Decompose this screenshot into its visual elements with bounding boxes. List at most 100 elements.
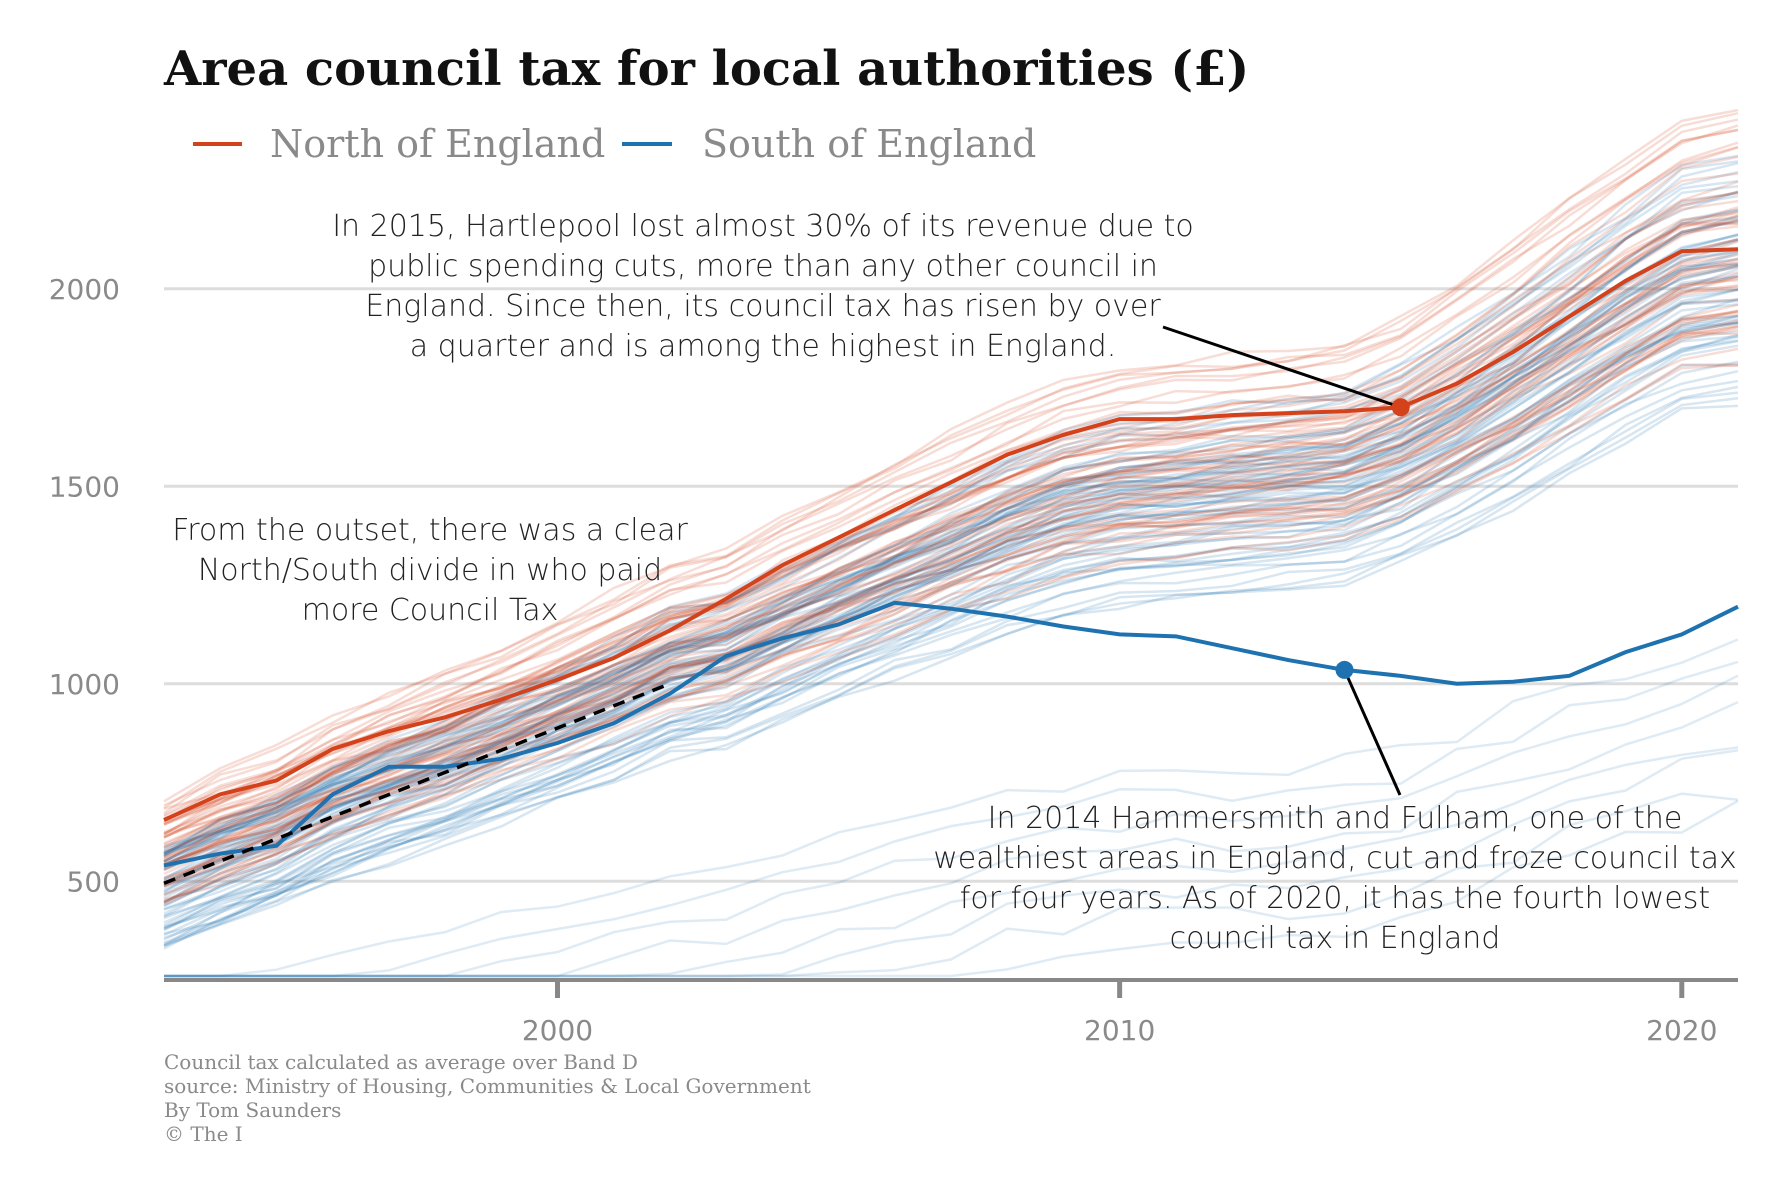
background-council-line — [163, 108, 1739, 803]
annotations: In 2015, Hartlepool lost almost 30% of i… — [172, 209, 1737, 956]
background-council-line — [163, 298, 1739, 866]
series-line-north-south-divide-trend — [163, 682, 671, 885]
background-council-line — [163, 309, 1739, 866]
background-council-line — [163, 391, 1739, 930]
background-council-line — [163, 233, 1739, 864]
background-council-line — [163, 184, 1739, 862]
footer-line-1: Council tax calculated as average over B… — [164, 1050, 638, 1074]
y-tick-label: 1000 — [49, 668, 120, 701]
background-council-line — [163, 267, 1739, 905]
background-council-line — [163, 347, 1739, 885]
background-council-line — [163, 315, 1739, 930]
background-council-line — [163, 333, 1739, 944]
background-council-line — [164, 674, 1739, 978]
series-line-hammersmith-and-fulham — [163, 600, 1739, 868]
annotation-hartlepool-line: public spending cuts, more than any othe… — [368, 249, 1158, 284]
background-council-line — [163, 298, 1739, 835]
background-council-line — [163, 225, 1739, 820]
background-council-line — [163, 299, 1739, 850]
background-council-line — [163, 155, 1739, 864]
background-council-line — [163, 310, 1739, 867]
background-council-line — [163, 325, 1739, 872]
annotation-hartlepool-pointer — [1162, 325, 1402, 409]
background-council-line — [163, 271, 1739, 886]
background-council-line — [163, 238, 1739, 855]
background-council-line — [164, 746, 1739, 978]
background-council-line — [163, 322, 1739, 858]
background-council-line — [163, 258, 1739, 859]
background-council-line — [164, 638, 1739, 978]
background-council-line — [163, 179, 1739, 856]
background-council-line — [163, 194, 1739, 900]
footer: Council tax calculated as average over B… — [164, 1050, 811, 1146]
background-council-line — [163, 192, 1739, 858]
legend-label-south: South of England — [702, 122, 1036, 166]
hammersmith-marker — [1335, 660, 1354, 679]
background-council-line — [164, 749, 1739, 978]
background-council-line — [163, 161, 1739, 863]
background-council-line — [163, 252, 1739, 856]
background-council-line — [163, 111, 1739, 823]
background-council-line — [163, 232, 1739, 856]
background-council-line — [163, 250, 1739, 867]
background-council-line — [163, 219, 1739, 885]
background-council-line — [163, 190, 1739, 855]
background-council-line — [163, 325, 1739, 888]
background-council-line — [163, 369, 1739, 929]
background-council-line — [163, 275, 1739, 811]
background-council-line — [163, 222, 1739, 818]
background-council-line — [163, 239, 1739, 918]
background-council-line — [163, 217, 1739, 866]
background-council-line — [163, 238, 1739, 839]
background-council-line — [163, 199, 1739, 849]
background-council-line — [163, 288, 1739, 881]
gridlines: 500 1000 1500 2000 — [49, 273, 1738, 898]
annotation-hammersmith-line: In 2014 Hammersmith and Fulham, one of t… — [988, 801, 1683, 836]
background-council-line — [164, 700, 1739, 978]
x-axis: 2000 2010 2020 — [164, 978, 1738, 1047]
background-council-line — [163, 344, 1739, 946]
background-council-line — [163, 257, 1739, 852]
background-council-line — [163, 214, 1739, 835]
background-council-line — [163, 250, 1739, 907]
legend-label-north: North of England — [270, 122, 605, 166]
background-council-line — [163, 309, 1739, 854]
background-council-line — [163, 216, 1739, 920]
x-tick-label: 2010 — [1084, 1014, 1155, 1047]
annotation-hartlepool-line: a quarter and is among the highest in En… — [410, 329, 1116, 364]
background-council-line — [163, 211, 1739, 836]
annotation-hammersmith-pointer — [1343, 669, 1402, 796]
background-council-line — [163, 180, 1739, 817]
annotation-divide-line: From the outset, there was a clear — [172, 513, 688, 548]
background-council-line — [163, 320, 1739, 897]
background-council-line — [163, 264, 1739, 854]
background-council-line — [163, 172, 1739, 852]
x-tick-label: 2020 — [1646, 1014, 1717, 1047]
background-council-line — [163, 362, 1739, 918]
background-council-line — [163, 218, 1739, 861]
footer-line-3: By Tom Saunders — [164, 1098, 341, 1122]
series-lines — [163, 247, 1739, 885]
background-council-line — [163, 321, 1739, 927]
background-council-line — [163, 285, 1739, 863]
annotation-divide-line: North/South divide in who paid — [198, 553, 662, 588]
background-council-line — [163, 191, 1739, 824]
background-council-line — [163, 237, 1739, 896]
background-council-line — [163, 328, 1739, 903]
background-council-line — [164, 660, 1739, 978]
background-council-line — [163, 379, 1739, 930]
background-council-line — [163, 275, 1739, 839]
background-council-line — [163, 145, 1739, 826]
background-council-line — [163, 215, 1739, 894]
chart-title: Area council tax for local authorities (… — [163, 41, 1249, 97]
background-council-line — [163, 335, 1739, 888]
y-tick-label: 1500 — [49, 470, 120, 503]
background-council-line — [163, 160, 1739, 855]
background-council-line — [163, 208, 1739, 849]
background-council-line — [163, 339, 1739, 950]
background-council-line — [164, 799, 1739, 978]
background-council-line — [164, 792, 1739, 978]
background-council-line — [163, 330, 1739, 947]
background-council-line — [163, 303, 1739, 903]
footer-line-4: © The I — [164, 1122, 243, 1146]
